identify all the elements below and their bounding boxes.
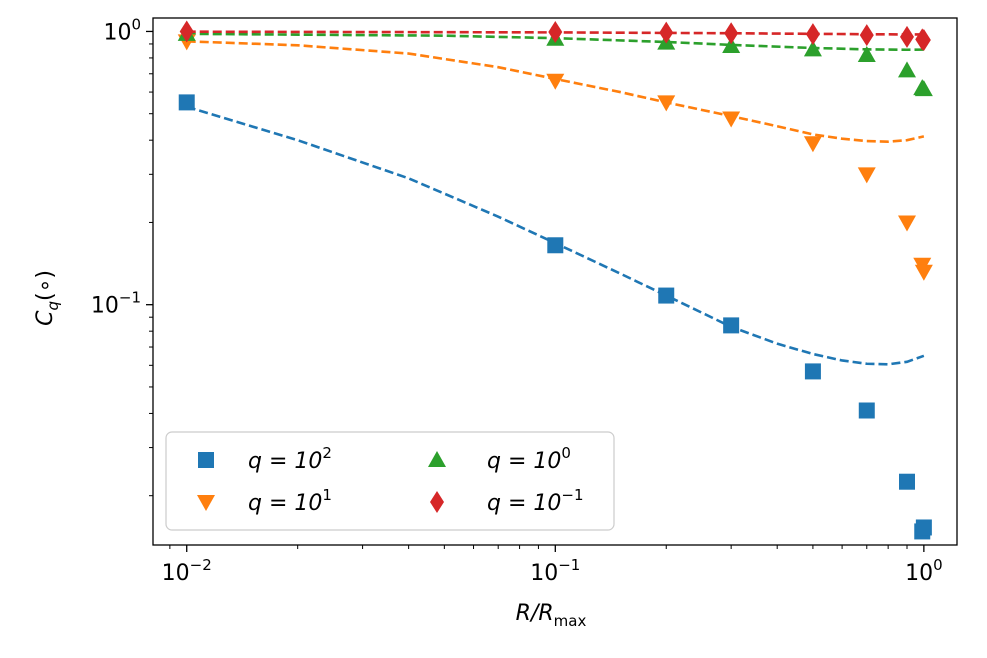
legend-label-q10-text: q = 10: [248, 491, 322, 516]
data-point-series-1: [857, 167, 876, 184]
data-point-series-3: [659, 21, 674, 44]
y-axis-label-main: C: [33, 310, 58, 326]
data-point-series-1: [722, 111, 741, 128]
data-point-series-3: [805, 23, 820, 46]
legend-label-q1: q = 100: [487, 444, 571, 474]
legend-label-q100-exp: 2: [322, 444, 332, 462]
data-point-series-1: [914, 264, 933, 281]
legend-marker-series-0: [198, 452, 214, 468]
x-tick-label: 10−2: [162, 556, 212, 586]
data-point-series-0: [858, 402, 875, 419]
data-point-series-2: [897, 61, 916, 78]
data-point-series-3: [899, 25, 914, 48]
data-point-series-3: [724, 22, 739, 45]
data-point-series-0: [178, 94, 195, 111]
data-point-series-0: [804, 363, 821, 380]
legend-marker-series-2: [428, 451, 446, 467]
x-axis-label-main: R/R: [516, 601, 554, 626]
legend-label-q01-exp: −1: [561, 486, 583, 504]
legend-label-q01: q = 10−1: [487, 486, 584, 516]
legend-box: [165, 431, 615, 531]
data-point-series-1: [657, 95, 676, 112]
data-point-series-0: [547, 237, 564, 254]
legend: q = 102 q = 101 q = 100 q = 10−1: [165, 431, 615, 531]
legend-label-q10-exp: 1: [322, 486, 332, 504]
legend-markers: [197, 451, 446, 513]
data-point-series-3: [179, 20, 194, 43]
y-axis-label-sub: q: [44, 301, 62, 311]
y-tick-label: 100: [103, 15, 141, 45]
data-point-series-3: [548, 21, 563, 44]
legend-label-q10: q = 101: [248, 486, 332, 516]
x-axis: 10−2 10−1 100: [162, 545, 943, 586]
y-axis: 10−1 100: [91, 15, 153, 497]
data-point-series-2: [857, 45, 876, 62]
data-point-series-0: [723, 317, 740, 334]
data-point-series-2: [914, 80, 933, 97]
legend-label-q100: q = 102: [248, 444, 332, 474]
legend-marker-series-3: [430, 491, 444, 513]
data-point-series-1: [803, 136, 822, 153]
data-point-series-3: [859, 24, 874, 47]
x-axis-label: R/Rmax: [516, 601, 587, 630]
data-point-series-0: [658, 287, 675, 304]
x-tick-label: 100: [905, 556, 943, 586]
data-point-series-1: [546, 73, 565, 90]
y-axis-label: Cq(∘): [33, 270, 62, 326]
data-point-series-0: [898, 473, 915, 490]
fit-line-series-2: [186, 32, 924, 52]
data-point-series-2: [722, 36, 741, 53]
data-point-series-0: [915, 519, 932, 536]
x-tick-label: 10−1: [530, 556, 580, 586]
legend-label-q1-text: q = 10: [487, 449, 561, 474]
data-point-series-2: [803, 40, 822, 57]
legend-label-q1-exp: 0: [561, 444, 571, 462]
legend-marker-series-1: [197, 495, 215, 511]
data-markers: [177, 20, 933, 540]
y-axis-label-suffix: (∘): [33, 270, 58, 301]
x-axis-label-sub: max: [554, 612, 587, 630]
data-point-series-3: [916, 29, 931, 52]
legend-label-q01-text: q = 10: [487, 491, 561, 516]
legend-label-q100-text: q = 10: [248, 449, 322, 474]
data-point-series-1: [897, 215, 916, 232]
y-tick-label: 10−1: [91, 289, 141, 319]
